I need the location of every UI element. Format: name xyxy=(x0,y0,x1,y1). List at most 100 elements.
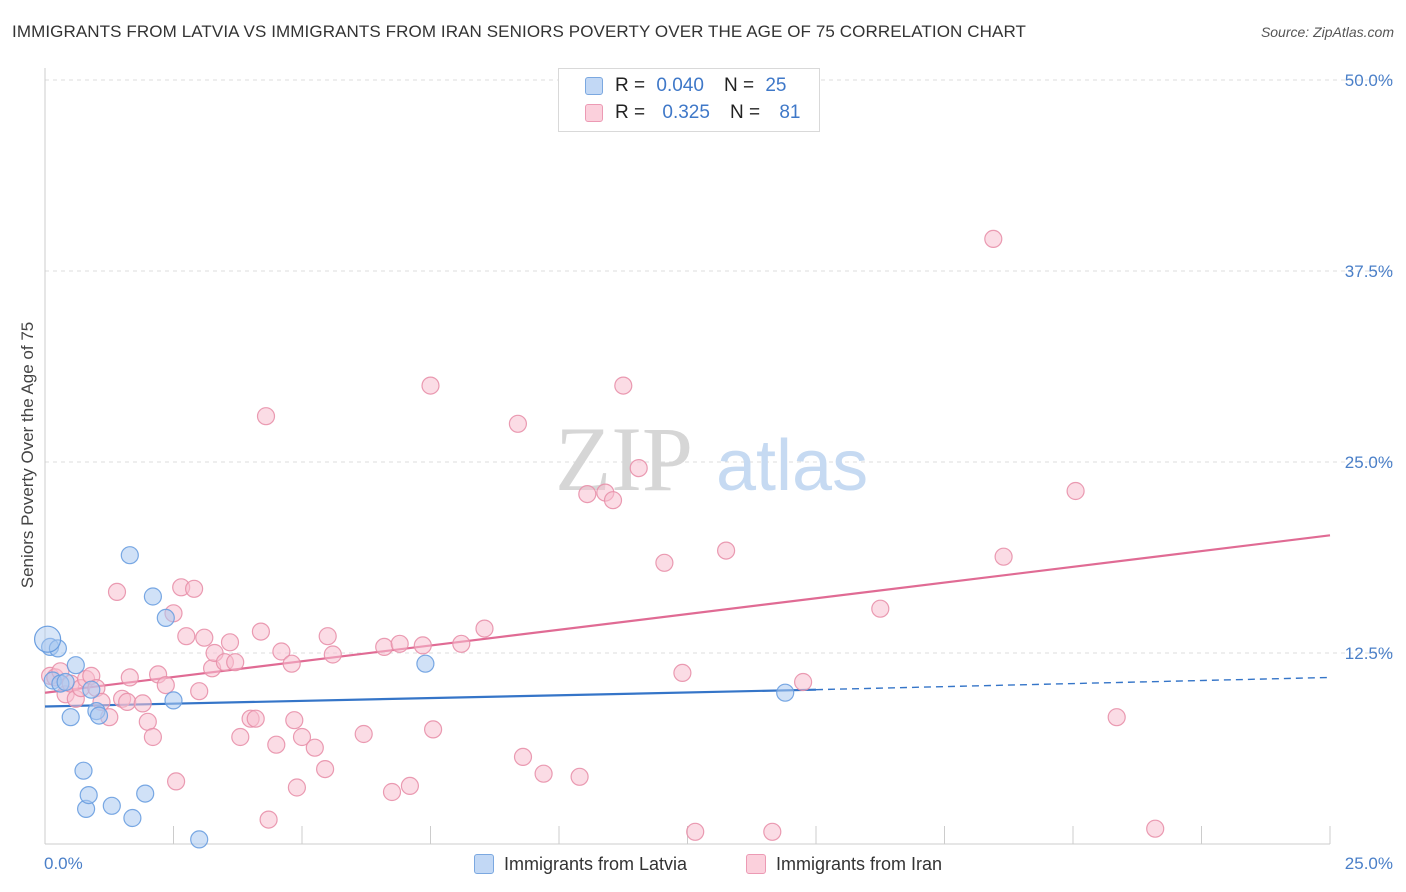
iran-point xyxy=(382,782,402,802)
latvia-point xyxy=(82,680,101,699)
iran-point xyxy=(513,747,533,767)
iran-swatch xyxy=(585,104,603,122)
iran-point xyxy=(375,637,394,657)
latvia-point xyxy=(156,608,175,628)
iran-point xyxy=(259,810,278,829)
iran-point xyxy=(246,709,265,728)
iran-point xyxy=(1146,819,1165,838)
latvia-point xyxy=(123,808,142,828)
iran-point xyxy=(578,485,597,504)
legend-n-value: 81 xyxy=(779,102,801,123)
latvia-point xyxy=(120,546,139,565)
trend-lines xyxy=(44,534,1331,708)
iran-swatch xyxy=(746,854,766,874)
latvia-label: Immigrants from Latvia xyxy=(504,853,688,874)
iran-point xyxy=(673,663,692,683)
iran-point xyxy=(305,738,324,757)
legend-r-label: R = xyxy=(615,75,646,96)
iran-point xyxy=(272,642,291,661)
bottom-legend-latvia: Immigrants from Latvia xyxy=(474,852,687,876)
iran-point xyxy=(629,459,648,478)
axes xyxy=(44,68,1331,845)
watermark-zip: ZIP xyxy=(555,408,693,510)
iran-point xyxy=(267,735,286,754)
iran-point xyxy=(316,759,335,779)
iran-point xyxy=(421,376,440,395)
latvia-point xyxy=(89,706,109,725)
latvia-point xyxy=(66,656,85,675)
latvia-point xyxy=(56,672,75,692)
latvia-point xyxy=(776,683,795,702)
iran-point xyxy=(400,776,419,796)
iran-point xyxy=(1066,481,1085,501)
iran-point xyxy=(143,727,162,747)
iran-point xyxy=(984,229,1003,248)
iran-point xyxy=(614,376,633,395)
correlation-legend: R = 0.040 N = 25 R = 0.325 N = 81 xyxy=(558,68,820,132)
legend-n-label: N = xyxy=(723,75,755,96)
latvia-cluster-point xyxy=(33,625,62,653)
legend-r-label: R = xyxy=(615,102,646,123)
watermark-atlas: atlas xyxy=(716,426,868,506)
iran-point xyxy=(292,727,312,747)
iran-point xyxy=(475,619,494,638)
iran-point xyxy=(534,764,553,783)
iran-point xyxy=(994,547,1013,566)
iran-trend-line xyxy=(44,534,1331,694)
latvia-point xyxy=(136,784,155,803)
source-label: Source: ZipAtlas.com xyxy=(1260,24,1394,40)
bottom-legend-iran: Immigrants from Iran xyxy=(746,852,942,876)
gridlines xyxy=(45,79,1394,654)
iran-point xyxy=(763,822,782,841)
iran-point xyxy=(195,628,214,647)
iran-point xyxy=(156,675,175,695)
watermark: ZIP atlas xyxy=(555,408,868,510)
latvia-trend-extension xyxy=(815,676,1331,691)
iran-point xyxy=(220,633,240,652)
iran-point xyxy=(226,653,245,672)
iran-point xyxy=(287,778,306,797)
latvia-swatch xyxy=(585,77,603,95)
iran-point xyxy=(508,414,528,433)
iran-point xyxy=(167,772,186,791)
iran-point xyxy=(256,407,276,426)
legend-n-label: N = xyxy=(729,102,761,123)
iran-point xyxy=(251,622,270,641)
legend-n-value: 25 xyxy=(765,75,787,96)
iran-point xyxy=(177,627,196,646)
iran-point xyxy=(424,720,443,739)
iran-point xyxy=(133,694,152,713)
y-tick-label: 37.5% xyxy=(1345,262,1393,281)
latvia-point xyxy=(164,691,183,710)
y-tick-label: 50.0% xyxy=(1345,71,1393,90)
latvia-point xyxy=(48,639,68,658)
legend-r-value: 0.040 xyxy=(656,75,704,96)
iran-point xyxy=(138,712,157,731)
iran-point xyxy=(1107,708,1126,727)
data-points xyxy=(33,229,1165,849)
latvia-swatch xyxy=(474,854,494,874)
latvia-point xyxy=(143,587,162,606)
legend-row-iran: R = 0.325 N = 81 xyxy=(585,100,800,126)
latvia-point xyxy=(416,654,435,673)
iran-point xyxy=(323,645,342,664)
latvia-point xyxy=(74,761,93,780)
iran-point xyxy=(413,636,432,655)
iran-point xyxy=(452,634,471,653)
iran-point xyxy=(686,822,705,841)
iran-point xyxy=(231,727,250,747)
iran-point xyxy=(871,599,890,618)
x-tick-label: 0.0% xyxy=(44,854,83,873)
legend-row-latvia: R = 0.040 N = 25 xyxy=(585,73,786,99)
y-tick-label: 12.5% xyxy=(1345,644,1393,663)
iran-point xyxy=(185,579,204,598)
iran-point xyxy=(603,491,623,510)
iran-point xyxy=(120,668,139,687)
iran-point xyxy=(570,767,589,786)
iran-point xyxy=(107,582,127,602)
iran-point xyxy=(118,692,137,712)
latvia-point xyxy=(190,830,209,849)
y-axis-title: Seniors Poverty Over the Age of 75 xyxy=(18,322,37,588)
iran-point xyxy=(716,541,736,560)
